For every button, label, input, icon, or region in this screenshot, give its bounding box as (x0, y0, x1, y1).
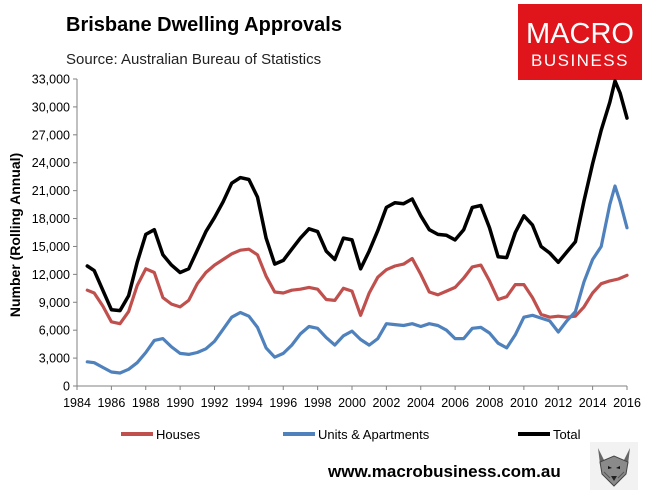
y-tick-label: 12,000 (32, 268, 70, 282)
y-tick-label: 6,000 (39, 324, 70, 338)
y-tick-label: 27,000 (32, 128, 70, 142)
x-tick-label: 1994 (235, 396, 263, 410)
x-tick-label: 1998 (304, 396, 332, 410)
y-axis-ticks: 0 3,000 6,000 9,000 12,000 15,000 18,000 21,000… (32, 73, 77, 394)
y-tick-label: 3,000 (39, 352, 70, 366)
x-tick-label: 1986 (97, 396, 125, 410)
chart-source: Source: Australian Bureau of Statistics (66, 51, 321, 68)
macrobusiness-logo: MACRO BUSINESS (518, 4, 642, 80)
series-lines (85, 79, 629, 375)
x-tick-label: 1988 (132, 396, 160, 410)
x-tick-label: 2016 (613, 396, 641, 410)
chart-title: Brisbane Dwelling Approvals (66, 14, 342, 36)
x-tick-label: 2012 (544, 396, 572, 410)
y-tick-label: 18,000 (32, 212, 70, 226)
y-tick-label: 15,000 (32, 240, 70, 254)
website-url: www.macrobusiness.com.au (327, 462, 561, 481)
y-tick-label: 9,000 (39, 296, 70, 310)
logo-line2: BUSINESS (531, 51, 629, 70)
y-axis-label: Number (Rolling Annual) (7, 153, 23, 317)
logo-background (518, 4, 642, 80)
y-tick-label: 30,000 (32, 100, 70, 114)
x-tick-label: 2010 (510, 396, 538, 410)
legend: Houses Units & Apartments Total (121, 427, 581, 442)
y-tick-label: 24,000 (32, 156, 70, 170)
x-tick-label: 2008 (476, 396, 504, 410)
y-tick-label: 0 (63, 380, 70, 394)
x-tick-label: 1996 (269, 396, 297, 410)
logo-line1: MACRO (526, 18, 634, 50)
x-tick-label: 2014 (579, 396, 607, 410)
x-tick-label: 2004 (407, 396, 435, 410)
x-tick-label: 2006 (441, 396, 469, 410)
legend-label-total: Total (553, 427, 581, 442)
legend-label-units: Units & Apartments (318, 427, 430, 442)
series-line-houses (85, 247, 629, 326)
y-tick-label: 21,000 (32, 184, 70, 198)
x-axis-ticks: 1984 1986 1988 1990 1992 1994 1996 1998 2000 2002… (63, 386, 641, 410)
x-tick-label: 2002 (372, 396, 400, 410)
legend-label-houses: Houses (156, 427, 201, 442)
x-tick-label: 1984 (63, 396, 91, 410)
y-tick-label: 33,000 (32, 73, 70, 87)
x-tick-label: 2000 (338, 396, 366, 410)
x-tick-label: 1990 (166, 396, 194, 410)
series-line-units (85, 184, 629, 375)
x-tick-label: 1992 (201, 396, 229, 410)
wolf-icon (590, 442, 638, 490)
series-line-total (85, 79, 629, 313)
